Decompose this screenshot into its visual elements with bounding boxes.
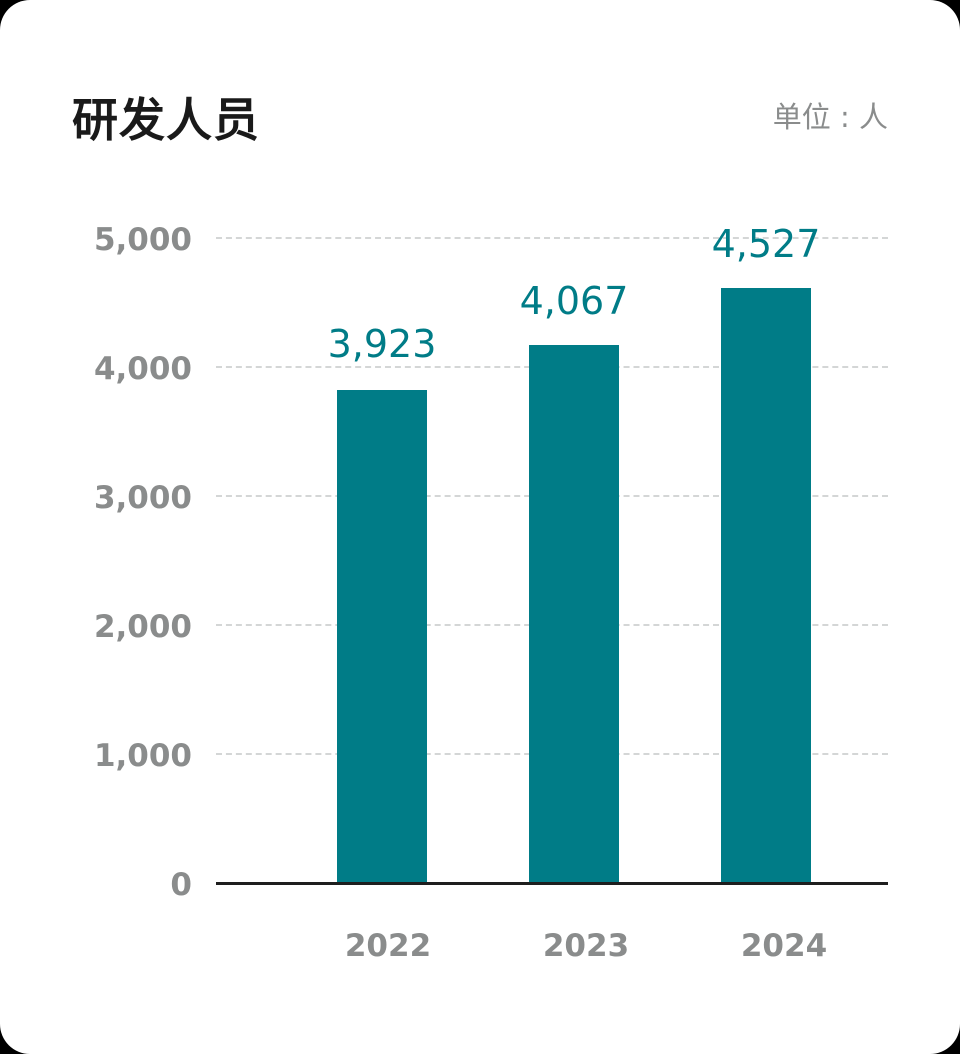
bar-2023	[529, 345, 619, 883]
gridline-5000	[216, 237, 888, 239]
x-tick-2022: 2022	[344, 928, 432, 964]
bar-2022	[337, 390, 427, 883]
chart-title: 研发人员	[72, 93, 260, 147]
y-tick-1000: 1,000	[93, 738, 192, 774]
y-tick-0: 0	[170, 867, 192, 903]
x-axis-baseline	[216, 882, 888, 885]
x-tick-2024: 2024	[740, 928, 828, 964]
value-label-2023: 4,067	[519, 279, 629, 323]
unit-label: 单位 : 人	[772, 100, 888, 134]
y-tick-3000: 3,000	[93, 480, 192, 516]
y-tick-2000: 2,000	[93, 609, 192, 645]
y-tick-4000: 4,000	[93, 351, 192, 387]
x-tick-2023: 2023	[542, 928, 630, 964]
bar-2024	[721, 288, 811, 883]
value-label-2024: 4,527	[711, 222, 821, 266]
value-label-2022: 3,923	[327, 322, 437, 366]
y-tick-5000: 5,000	[93, 222, 192, 258]
